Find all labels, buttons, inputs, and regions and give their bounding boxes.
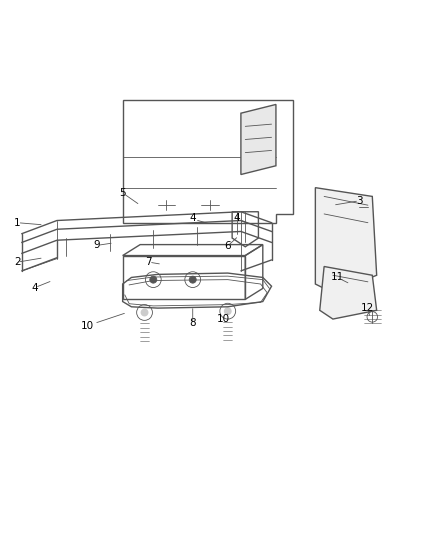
Text: 11: 11 <box>331 272 344 282</box>
Text: 1: 1 <box>14 217 21 228</box>
Text: 10: 10 <box>81 321 94 330</box>
Text: 4: 4 <box>189 213 196 223</box>
Circle shape <box>150 276 157 283</box>
Polygon shape <box>320 266 377 319</box>
Text: 10: 10 <box>217 314 230 324</box>
Text: 8: 8 <box>189 318 196 328</box>
Text: 4: 4 <box>32 284 39 293</box>
Text: 4: 4 <box>233 213 240 223</box>
Circle shape <box>189 276 196 283</box>
Polygon shape <box>315 188 377 293</box>
Text: 6: 6 <box>224 241 231 251</box>
Text: 3: 3 <box>356 196 363 206</box>
Polygon shape <box>241 104 276 174</box>
Text: 5: 5 <box>119 188 126 198</box>
Text: 12: 12 <box>361 303 374 313</box>
Text: 9: 9 <box>93 240 100 251</box>
Text: 2: 2 <box>14 257 21 267</box>
Circle shape <box>141 309 148 317</box>
Text: 7: 7 <box>145 257 152 267</box>
Circle shape <box>224 307 232 315</box>
